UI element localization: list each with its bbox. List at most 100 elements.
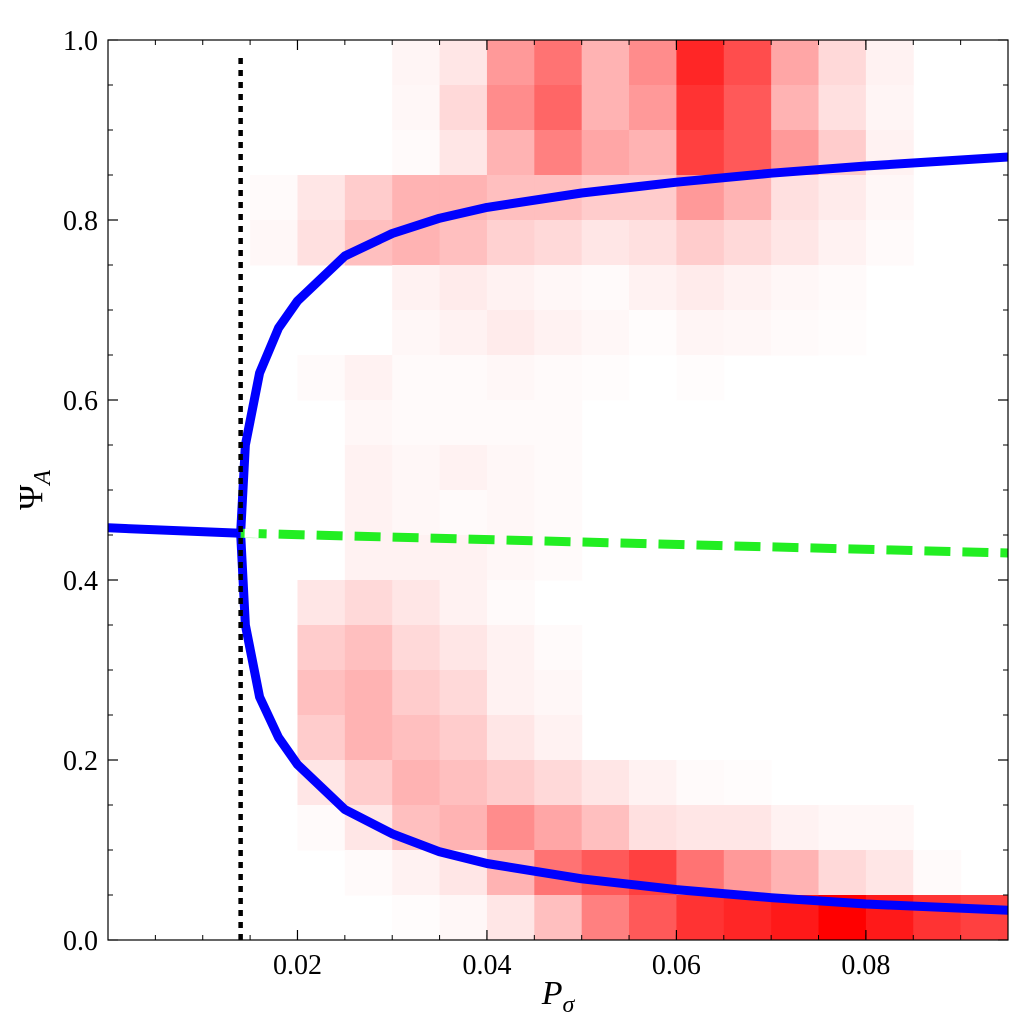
heatmap-cell <box>486 265 535 311</box>
x-tick-label: 0.08 <box>841 950 890 981</box>
heatmap-cell <box>771 40 820 86</box>
heatmap-cell <box>629 85 677 131</box>
heatmap-cell <box>344 355 393 401</box>
heatmap-cell <box>392 265 441 311</box>
heatmap-cell <box>486 400 535 446</box>
heatmap-cell <box>439 625 488 671</box>
heatmap-cell <box>629 805 677 851</box>
heatmap-cell <box>534 760 583 806</box>
heatmap-cell <box>439 130 488 176</box>
heatmap-cell <box>629 265 677 311</box>
y-axis-title: ΨA <box>13 470 56 510</box>
heatmap-cell <box>486 580 535 626</box>
heatmap-cell <box>534 625 583 671</box>
heatmap-cell <box>344 175 393 221</box>
heatmap-cell <box>297 715 346 761</box>
y-tick-label: 0.8 <box>63 206 98 237</box>
heatmap-cell <box>344 850 393 896</box>
heatmap-cell <box>439 580 488 626</box>
stable-branch-line <box>107 523 241 538</box>
heatmap-cell <box>534 355 583 401</box>
y-tick-label: 0.2 <box>63 746 98 777</box>
heatmap-cell <box>581 85 630 131</box>
heatmap-cell <box>865 220 914 266</box>
heatmap-cell <box>486 670 535 716</box>
heatmap-cell <box>486 715 535 761</box>
stable-branch-line <box>236 152 1009 534</box>
heatmap-cell <box>534 85 583 131</box>
curve-layer <box>107 58 1009 940</box>
y-axis-title-main: Ψ <box>13 485 50 510</box>
heatmap-cell <box>392 490 441 536</box>
heatmap-cell <box>392 130 441 176</box>
heatmap-cell <box>486 40 535 86</box>
heatmap-cell <box>723 85 772 131</box>
heatmap-cell <box>723 175 772 221</box>
heatmap-cell <box>581 760 630 806</box>
heatmap-cell <box>392 715 441 761</box>
heatmap-cell <box>344 400 393 446</box>
heatmap-cell <box>581 850 630 896</box>
heatmap-cell <box>486 130 535 176</box>
heatmap-cell <box>486 355 535 401</box>
heatmap-cell <box>534 805 583 851</box>
heatmap-cell <box>723 895 772 941</box>
heatmap-cell <box>486 760 535 806</box>
heatmap-cells <box>250 40 1009 941</box>
heatmap-cell <box>250 220 298 266</box>
heatmap-cell <box>771 310 820 356</box>
heatmap-cell <box>392 580 441 626</box>
heatmap-cell <box>771 850 820 896</box>
unstable-branch-line <box>240 528 1009 558</box>
heatmap-cell <box>439 355 488 401</box>
heatmap-cell <box>297 580 346 626</box>
heatmap-cell <box>439 715 488 761</box>
heatmap-cell <box>960 895 1009 941</box>
heatmap-cell <box>676 310 725 356</box>
heatmap-cell <box>534 400 583 446</box>
heatmap-cell <box>392 85 441 131</box>
heatmap-cell <box>723 130 772 176</box>
heatmap-cell <box>771 175 820 221</box>
heatmap-cell <box>392 895 441 941</box>
heatmap-cell <box>392 400 441 446</box>
x-tick-label: 0.06 <box>652 950 701 981</box>
x-axis-title: Pσ <box>541 975 576 1018</box>
heatmap-cell <box>297 670 346 716</box>
heatmap-cell <box>344 580 393 626</box>
y-tick-label: 0.4 <box>63 566 98 597</box>
heatmap-cell <box>771 805 820 851</box>
stable-branch-line <box>236 532 1009 915</box>
heatmap-cell <box>344 715 393 761</box>
heatmap-cell <box>486 805 535 851</box>
heatmap-cell <box>297 625 346 671</box>
heatmap-cell <box>344 445 393 491</box>
heatmap-cell <box>439 310 488 356</box>
heatmap-cell <box>723 310 772 356</box>
heatmap-cell <box>439 40 488 86</box>
heatmap-cell <box>818 85 867 131</box>
heatmap-cell <box>581 355 630 401</box>
heatmap-cell <box>676 220 725 266</box>
heatmap-cell <box>818 310 867 356</box>
heatmap-cell <box>723 760 772 806</box>
heatmap-cell <box>297 175 346 221</box>
heatmap-cell <box>486 220 535 266</box>
heatmap-cell <box>297 355 346 401</box>
heatmap-cell <box>581 130 630 176</box>
heatmap-cell <box>581 310 630 356</box>
heatmap-cell <box>534 220 583 266</box>
heatmap-cell <box>534 265 583 311</box>
axis-ticks: 0.02 0.04 0.06 0.08 0.0 0.2 0.4 0.6 0.8 1.0 <box>63 26 1008 981</box>
heatmap-cell <box>818 265 867 311</box>
heatmap-cell <box>534 670 583 716</box>
heatmap-cell <box>486 85 535 131</box>
heatmap-cell <box>629 760 677 806</box>
heatmap-cell <box>676 760 725 806</box>
heatmap-cell <box>392 175 441 221</box>
heatmap-cell <box>344 490 393 536</box>
heatmap-cell <box>392 310 441 356</box>
heatmap-cell <box>676 40 725 86</box>
heatmap-cell <box>534 895 583 941</box>
